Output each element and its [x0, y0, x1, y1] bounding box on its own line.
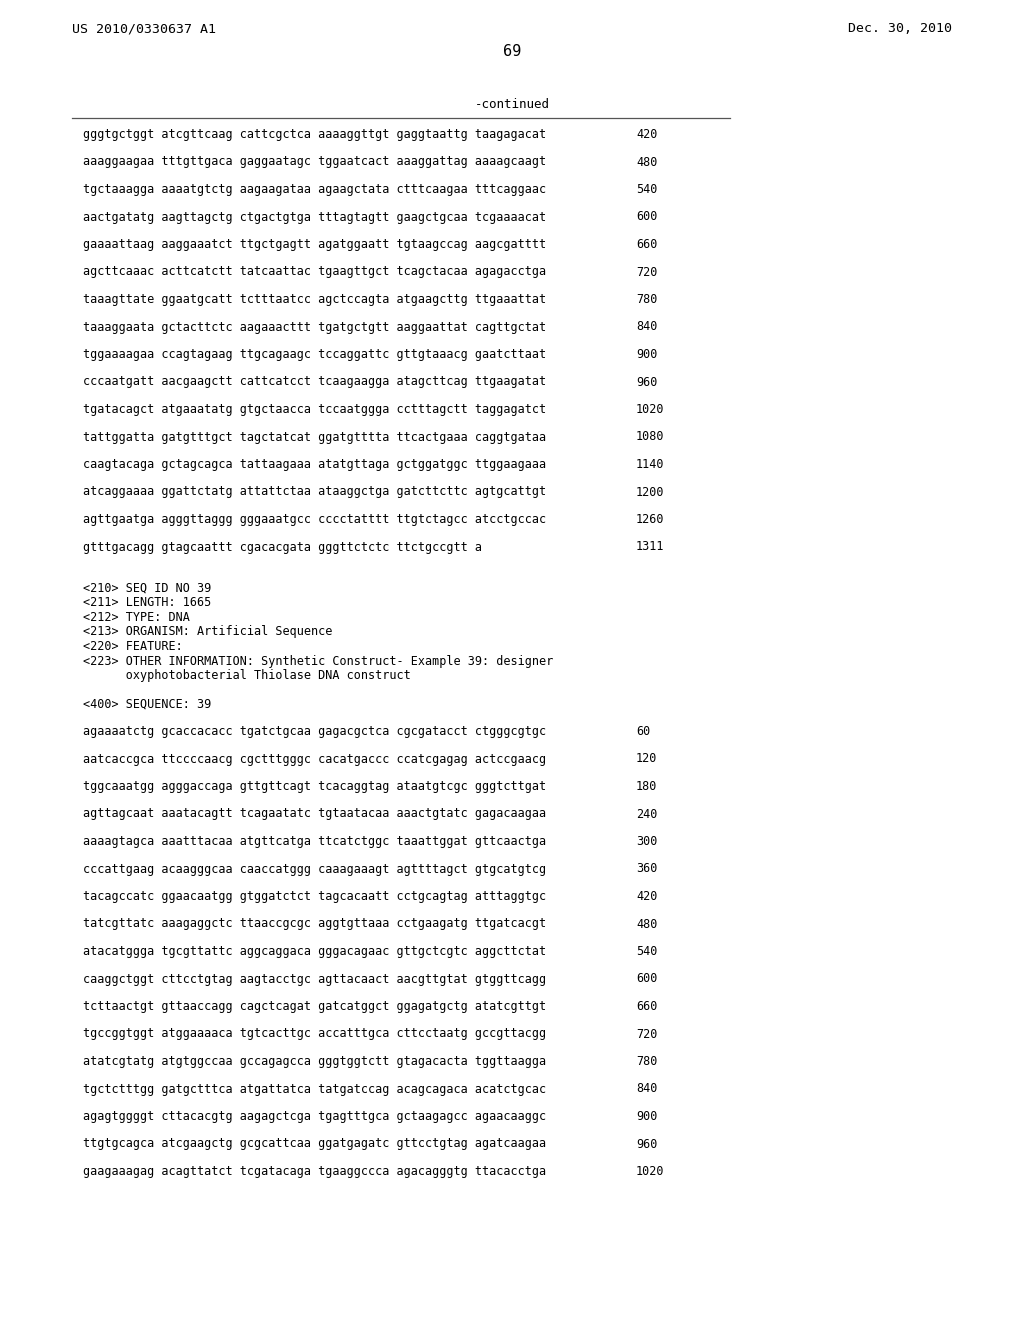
Text: tgctaaagga aaaatgtctg aagaagataa agaagctata ctttcaagaa tttcaggaac: tgctaaagga aaaatgtctg aagaagataa agaagct… — [83, 183, 546, 195]
Text: atatcgtatg atgtggccaa gccagagcca gggtggtctt gtagacacta tggttaagga: atatcgtatg atgtggccaa gccagagcca gggtggt… — [83, 1055, 546, 1068]
Text: agaaaatctg gcaccacacc tgatctgcaa gagacgctca cgcgatacct ctgggcgtgc: agaaaatctg gcaccacacc tgatctgcaa gagacgc… — [83, 725, 546, 738]
Text: 960: 960 — [636, 1138, 657, 1151]
Text: Dec. 30, 2010: Dec. 30, 2010 — [848, 22, 952, 36]
Text: gggtgctggt atcgttcaag cattcgctca aaaaggttgt gaggtaattg taagagacat: gggtgctggt atcgttcaag cattcgctca aaaaggt… — [83, 128, 546, 141]
Text: 1020: 1020 — [636, 403, 665, 416]
Text: aatcaccgca ttccccaacg cgctttgggc cacatgaccc ccatcgagag actccgaacg: aatcaccgca ttccccaacg cgctttgggc cacatga… — [83, 752, 546, 766]
Text: ttgtgcagca atcgaagctg gcgcattcaa ggatgagatc gttcctgtag agatcaagaa: ttgtgcagca atcgaagctg gcgcattcaa ggatgag… — [83, 1138, 546, 1151]
Text: aaaagtagca aaatttacaa atgttcatga ttcatctggc taaattggat gttcaactga: aaaagtagca aaatttacaa atgttcatga ttcatct… — [83, 836, 546, 847]
Text: tacagccatc ggaacaatgg gtggatctct tagcacaatt cctgcagtag atttaggtgc: tacagccatc ggaacaatgg gtggatctct tagcaca… — [83, 890, 546, 903]
Text: agttagcaat aaatacagtt tcagaatatc tgtaatacaa aaactgtatc gagacaagaa: agttagcaat aaatacagtt tcagaatatc tgtaata… — [83, 808, 546, 821]
Text: cccaatgatt aacgaagctt cattcatcct tcaagaagga atagcttcag ttgaagatat: cccaatgatt aacgaagctt cattcatcct tcaagaa… — [83, 375, 546, 388]
Text: tatcgttatc aaagaggctc ttaaccgcgc aggtgttaaa cctgaagatg ttgatcacgt: tatcgttatc aaagaggctc ttaaccgcgc aggtgtt… — [83, 917, 546, 931]
Text: tcttaactgt gttaaccagg cagctcagat gatcatggct ggagatgctg atatcgttgt: tcttaactgt gttaaccagg cagctcagat gatcatg… — [83, 1001, 546, 1012]
Text: 1311: 1311 — [636, 540, 665, 553]
Text: 120: 120 — [636, 752, 657, 766]
Text: 420: 420 — [636, 890, 657, 903]
Text: 1080: 1080 — [636, 430, 665, 444]
Text: 1200: 1200 — [636, 486, 665, 499]
Text: 840: 840 — [636, 1082, 657, 1096]
Text: 600: 600 — [636, 973, 657, 986]
Text: US 2010/0330637 A1: US 2010/0330637 A1 — [72, 22, 216, 36]
Text: agagtggggt cttacacgtg aagagctcga tgagtttgca gctaagagcc agaacaaggc: agagtggggt cttacacgtg aagagctcga tgagttt… — [83, 1110, 546, 1123]
Text: atacatggga tgcgttattc aggcaggaca gggacagaac gttgctcgtc aggcttctat: atacatggga tgcgttattc aggcaggaca gggacag… — [83, 945, 546, 958]
Text: 240: 240 — [636, 808, 657, 821]
Text: 780: 780 — [636, 1055, 657, 1068]
Text: <212> TYPE: DNA: <212> TYPE: DNA — [83, 611, 189, 624]
Text: oxyphotobacterial Thiolase DNA construct: oxyphotobacterial Thiolase DNA construct — [83, 669, 411, 682]
Text: 720: 720 — [636, 1027, 657, 1040]
Text: -continued: -continued — [474, 98, 550, 111]
Text: taaaggaata gctacttctc aagaaacttt tgatgctgtt aaggaattat cagttgctat: taaaggaata gctacttctc aagaaacttt tgatgct… — [83, 321, 546, 334]
Text: 360: 360 — [636, 862, 657, 875]
Text: 1020: 1020 — [636, 1166, 665, 1177]
Text: 1260: 1260 — [636, 513, 665, 525]
Text: 960: 960 — [636, 375, 657, 388]
Text: 300: 300 — [636, 836, 657, 847]
Text: 180: 180 — [636, 780, 657, 793]
Text: <211> LENGTH: 1665: <211> LENGTH: 1665 — [83, 597, 211, 610]
Text: 780: 780 — [636, 293, 657, 306]
Text: 540: 540 — [636, 183, 657, 195]
Text: gaagaaagag acagttatct tcgatacaga tgaaggccca agacagggtg ttacacctga: gaagaaagag acagttatct tcgatacaga tgaaggc… — [83, 1166, 546, 1177]
Text: 69: 69 — [503, 44, 521, 59]
Text: <223> OTHER INFORMATION: Synthetic Construct- Example 39: designer: <223> OTHER INFORMATION: Synthetic Const… — [83, 655, 553, 668]
Text: 900: 900 — [636, 1110, 657, 1123]
Text: 600: 600 — [636, 210, 657, 223]
Text: tgctctttgg gatgctttca atgattatca tatgatccag acagcagaca acatctgcac: tgctctttgg gatgctttca atgattatca tatgatc… — [83, 1082, 546, 1096]
Text: caaggctggt cttcctgtag aagtacctgc agttacaact aacgttgtat gtggttcagg: caaggctggt cttcctgtag aagtacctgc agttaca… — [83, 973, 546, 986]
Text: 480: 480 — [636, 156, 657, 169]
Text: 540: 540 — [636, 945, 657, 958]
Text: 840: 840 — [636, 321, 657, 334]
Text: 720: 720 — [636, 265, 657, 279]
Text: 660: 660 — [636, 1001, 657, 1012]
Text: atcaggaaaa ggattctatg attattctaa ataaggctga gatcttcttc agtgcattgt: atcaggaaaa ggattctatg attattctaa ataaggc… — [83, 486, 546, 499]
Text: <213> ORGANISM: Artificial Sequence: <213> ORGANISM: Artificial Sequence — [83, 626, 333, 639]
Text: 60: 60 — [636, 725, 650, 738]
Text: <220> FEATURE:: <220> FEATURE: — [83, 640, 182, 653]
Text: tggcaaatgg agggaccaga gttgttcagt tcacaggtag ataatgtcgc gggtcttgat: tggcaaatgg agggaccaga gttgttcagt tcacagg… — [83, 780, 546, 793]
Text: 480: 480 — [636, 917, 657, 931]
Text: tattggatta gatgtttgct tagctatcat ggatgtttta ttcactgaaa caggtgataa: tattggatta gatgtttgct tagctatcat ggatgtt… — [83, 430, 546, 444]
Text: gtttgacagg gtagcaattt cgacacgata gggttctctc ttctgccgtt a: gtttgacagg gtagcaattt cgacacgata gggttct… — [83, 540, 482, 553]
Text: agcttcaaac acttcatctt tatcaattac tgaagttgct tcagctacaa agagacctga: agcttcaaac acttcatctt tatcaattac tgaagtt… — [83, 265, 546, 279]
Text: tgccggtggt atggaaaaca tgtcacttgc accatttgca cttcctaatg gccgttacgg: tgccggtggt atggaaaaca tgtcacttgc accattt… — [83, 1027, 546, 1040]
Text: <400> SEQUENCE: 39: <400> SEQUENCE: 39 — [83, 697, 211, 710]
Text: aactgatatg aagttagctg ctgactgtga tttagtagtt gaagctgcaa tcgaaaacat: aactgatatg aagttagctg ctgactgtga tttagta… — [83, 210, 546, 223]
Text: 1140: 1140 — [636, 458, 665, 471]
Text: taaagttate ggaatgcatt tctttaatcc agctccagta atgaagcttg ttgaaattat: taaagttate ggaatgcatt tctttaatcc agctcca… — [83, 293, 546, 306]
Text: tggaaaagaa ccagtagaag ttgcagaagc tccaggattc gttgtaaacg gaatcttaat: tggaaaagaa ccagtagaag ttgcagaagc tccagga… — [83, 348, 546, 360]
Text: tgatacagct atgaaatatg gtgctaacca tccaatggga cctttagctt taggagatct: tgatacagct atgaaatatg gtgctaacca tccaatg… — [83, 403, 546, 416]
Text: 420: 420 — [636, 128, 657, 141]
Text: agttgaatga agggttaggg gggaaatgcc cccctatttt ttgtctagcc atcctgccac: agttgaatga agggttaggg gggaaatgcc cccctat… — [83, 513, 546, 525]
Text: gaaaattaag aaggaaatct ttgctgagtt agatggaatt tgtaagccag aagcgatttt: gaaaattaag aaggaaatct ttgctgagtt agatgga… — [83, 238, 546, 251]
Text: cccattgaag acaagggcaa caaccatggg caaagaaagt agttttagct gtgcatgtcg: cccattgaag acaagggcaa caaccatggg caaagaa… — [83, 862, 546, 875]
Text: 660: 660 — [636, 238, 657, 251]
Text: <210> SEQ ID NO 39: <210> SEQ ID NO 39 — [83, 582, 211, 595]
Text: aaaggaagaa tttgttgaca gaggaatagc tggaatcact aaaggattag aaaagcaagt: aaaggaagaa tttgttgaca gaggaatagc tggaatc… — [83, 156, 546, 169]
Text: 900: 900 — [636, 348, 657, 360]
Text: caagtacaga gctagcagca tattaagaaa atatgttaga gctggatggc ttggaagaaa: caagtacaga gctagcagca tattaagaaa atatgtt… — [83, 458, 546, 471]
